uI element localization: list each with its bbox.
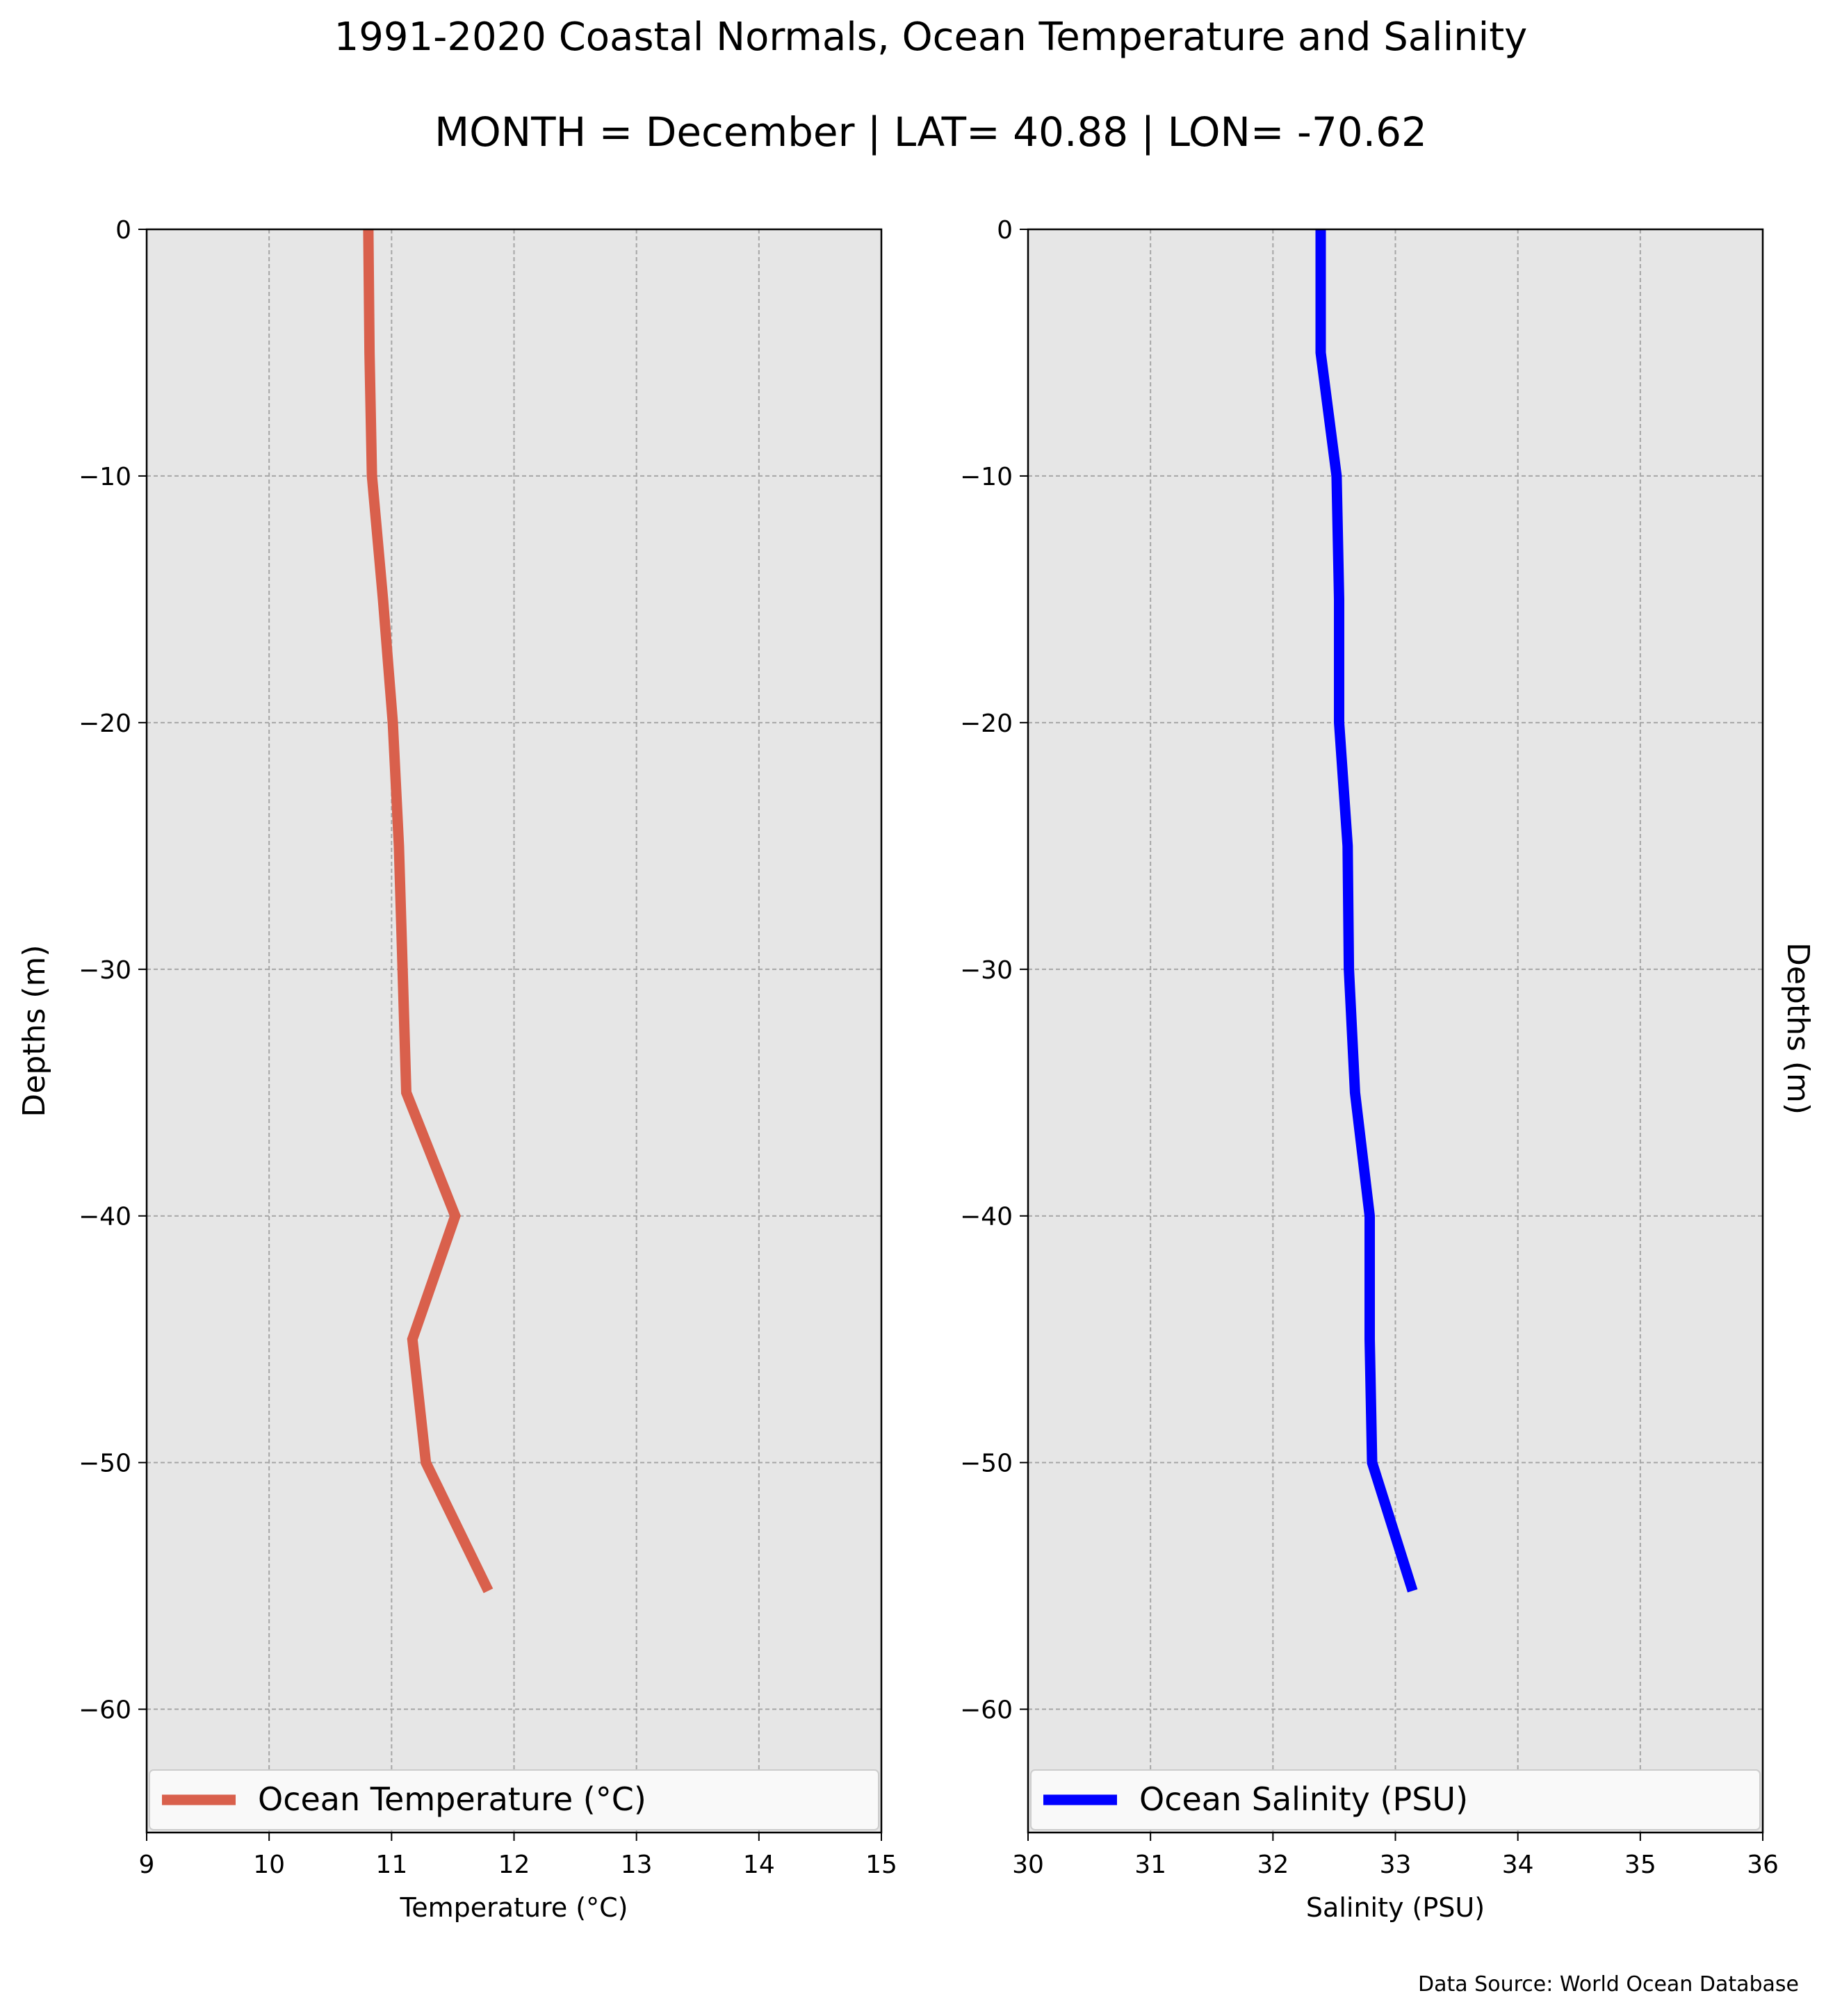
salinity-plot-frame (1027, 228, 1764, 1834)
salinity-y-tick-label: −20 (960, 710, 1013, 738)
salinity-y-tick-label: −30 (960, 956, 1013, 985)
temperature-y-axis-label: Depths (m) (17, 944, 52, 1117)
temperature-legend-label: Ocean Temperature (°C) (258, 1780, 646, 1818)
temperature-y-tick-label: 0 (115, 216, 131, 245)
chart-title: 1991-2020 Coastal Normals, Ocean Tempera… (334, 15, 1528, 60)
salinity-y-tick-label: −50 (960, 1450, 1013, 1478)
salinity-x-tick-label: 34 (1502, 1851, 1534, 1879)
salinity-y-tick-label: −10 (960, 463, 1013, 491)
temperature-x-tick-label: 13 (621, 1851, 653, 1879)
data-source-note: Data Source: World Ocean Database (1418, 1972, 1799, 1997)
temperature-panel: 9 10 11 12 13 14 15 0 −10 −20 −30 −40 −50 −60 Ocean Te… (17, 216, 897, 1923)
salinity-legend-label: Ocean Salinity (PSU) (1139, 1780, 1468, 1818)
salinity-x-tick-label: 33 (1380, 1851, 1412, 1879)
chart-subtitle: MONTH = December | LAT= 40.88 | LON= -70… (434, 108, 1427, 156)
salinity-x-tick-label: 32 (1257, 1851, 1289, 1879)
temperature-x-axis-label: Temperature (°C) (400, 1892, 628, 1923)
salinity-x-tick-label: 35 (1624, 1851, 1656, 1879)
salinity-y-tick-label: −40 (960, 1203, 1013, 1231)
temperature-y-tick-label: −40 (79, 1203, 131, 1231)
temperature-x-tick-label: 9 (139, 1851, 155, 1879)
temperature-legend-box (149, 1769, 879, 1830)
temperature-plot-frame (145, 228, 883, 1834)
salinity-x-axis-label: Salinity (PSU) (1306, 1892, 1485, 1923)
salinity-x-tick-label: 30 (1012, 1851, 1044, 1879)
temperature-x-tick-label: 15 (865, 1851, 897, 1879)
salinity-x-tick-label: 31 (1134, 1851, 1166, 1879)
temperature-x-tick-label: 14 (743, 1851, 775, 1879)
temperature-series-line (363, 229, 494, 1593)
temperature-y-tick-label: −20 (79, 710, 131, 738)
temperature-x-tick-label: 12 (498, 1851, 530, 1879)
salinity-legend-box (1030, 1769, 1761, 1830)
temperature-y-tick-label: −50 (79, 1450, 131, 1478)
salinity-x-tick-label: 36 (1747, 1851, 1779, 1879)
temperature-y-tick-label: −10 (79, 463, 131, 491)
salinity-y-tick-label: 0 (997, 216, 1013, 245)
salinity-panel: 30 31 32 33 34 35 36 0 −10 −20 −30 −40 −50 −60 Ocean S… (960, 216, 1779, 1923)
salinity-series-line (1315, 229, 1418, 1593)
temperature-y-tick-label: −60 (79, 1696, 131, 1725)
right-depth-axis-label: Depths (m) (1780, 942, 1816, 1115)
temperature-x-tick-label: 11 (375, 1851, 407, 1879)
temperature-y-tick-label: −30 (79, 956, 131, 985)
salinity-y-tick-label: −60 (960, 1696, 1013, 1725)
temperature-x-tick-label: 10 (253, 1851, 285, 1879)
